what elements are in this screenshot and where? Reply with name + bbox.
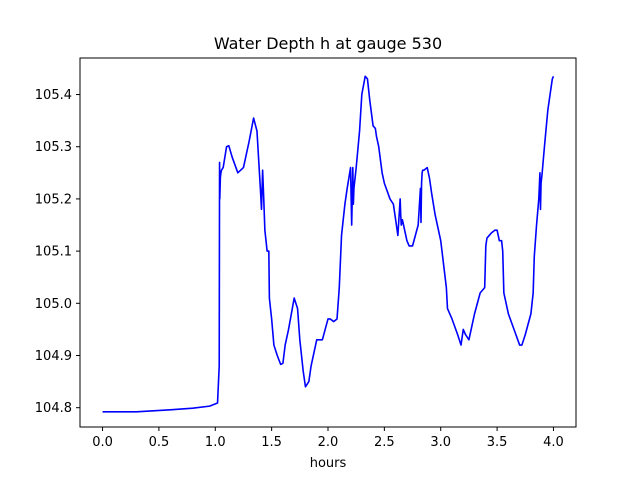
x-tick-label: 0.5 xyxy=(149,435,170,450)
x-axis-label: hours xyxy=(310,456,347,471)
x-tick-label: 3.0 xyxy=(430,435,451,450)
y-axis: 104.8 104.9 105.0 105.1 105.2 105.3 105.4 xyxy=(35,88,80,416)
y-tick-label: 104.9 xyxy=(35,349,72,364)
y-tick-label: 105.2 xyxy=(35,192,72,207)
plot-area xyxy=(102,75,555,413)
x-tick-label: 1.0 xyxy=(205,435,226,450)
y-tick-label: 105.1 xyxy=(35,245,72,260)
y-tick-label: 105.4 xyxy=(35,88,72,103)
x-tick-label: 3.5 xyxy=(487,435,508,450)
x-axis: 0.0 0.5 1.0 1.5 2.0 2.5 3.0 3.5 4.0 xyxy=(92,427,564,450)
x-tick-label: 1.5 xyxy=(261,435,282,450)
series-line-0 xyxy=(102,75,555,413)
x-tick-label: 2.0 xyxy=(318,435,339,450)
x-tick-label: 4.0 xyxy=(543,435,564,450)
plot-frame xyxy=(79,57,577,428)
y-tick-label: 105.0 xyxy=(35,297,72,312)
x-tick-label: 2.5 xyxy=(374,435,395,450)
y-tick-label: 104.8 xyxy=(35,401,72,416)
y-tick-label: 105.3 xyxy=(35,140,72,155)
x-tick-label: 0.0 xyxy=(92,435,113,450)
chart-title: Water Depth h at gauge 530 xyxy=(214,34,442,53)
